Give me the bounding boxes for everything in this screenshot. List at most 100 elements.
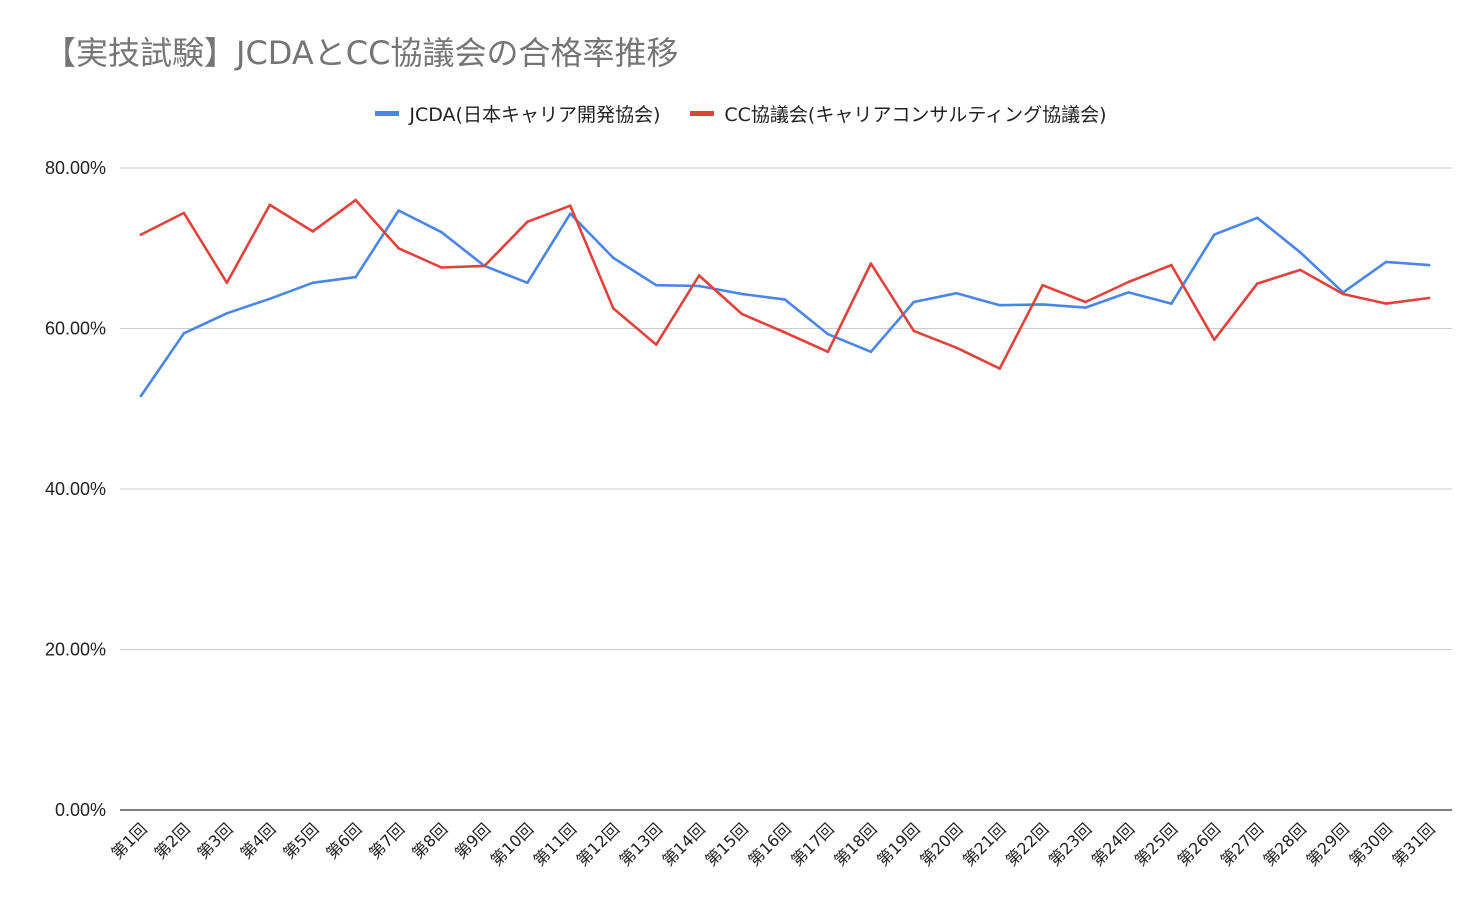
x-tick-label: 第27回 [1217,819,1267,869]
x-tick-label: 第20回 [916,819,966,869]
data-point-cc [697,274,701,277]
x-tick-label: 第31回 [1388,819,1438,869]
x-tick-label: 第21回 [959,819,1009,869]
data-point-jcda [569,212,572,216]
series-layer [139,198,1431,398]
data-point-cc [1341,292,1345,296]
y-tick-label: 80.00% [45,158,106,178]
data-point-cc [783,331,787,334]
data-point-jcda [1384,260,1388,264]
data-point-cc [1427,296,1431,300]
data-point-cc [182,211,186,215]
data-point-jcda [697,284,701,288]
x-tick-label: 第23回 [1045,819,1095,869]
data-point-cc [955,346,959,350]
data-point-jcda [139,394,143,398]
legend-swatch-jcda [375,111,400,116]
x-tick-label: 第16回 [744,819,794,869]
data-point-jcda [1213,233,1216,236]
series-line-jcda [139,209,1431,398]
x-axis: 第1回 第2回 第3回 第4回 第5回 第6回 第7回 第8回 第9回第10回第11回第12回第… [108,819,1439,869]
data-point-jcda [826,332,830,336]
data-point-cc [483,264,486,268]
x-tick-label: 第10回 [487,819,537,869]
data-point-jcda [397,209,400,212]
data-point-cc [826,350,830,354]
legend: JCDA(日本キャリア開発協会) CC協議会(キャリアコンサルティング協議会) [0,100,1482,127]
data-point-cc [569,204,572,208]
legend-label-cc: CC協議会(キャリアコンサルティング協議会) [724,104,1107,126]
data-point-cc [1213,338,1216,342]
x-tick-label: 第11回 [530,819,580,869]
y-tick-label: 0.00% [55,800,106,820]
x-tick-label: 第1回 [108,819,151,862]
data-point-cc [740,312,744,316]
x-tick-label: 第13回 [616,819,666,869]
x-tick-label: 第30回 [1345,819,1395,869]
data-point-jcda [654,283,658,287]
data-point-jcda [783,298,787,301]
x-tick-label: 第25回 [1131,819,1181,869]
y-tick-label: 60.00% [45,319,106,339]
data-point-jcda [268,297,272,301]
y-tick-label: 20.00% [45,640,106,660]
data-point-cc [397,246,400,250]
y-tick-label: 40.00% [45,479,106,499]
data-point-cc [354,198,357,202]
data-point-cc [311,230,315,233]
x-tick-label: 第29回 [1302,819,1352,869]
data-point-cc [268,203,272,207]
x-tick-label: 第2回 [150,819,193,862]
data-point-jcda [1255,216,1259,220]
x-tick-label: 第7回 [365,819,408,862]
grid-layer [120,167,1452,811]
data-point-cc [611,307,615,310]
data-point-cc [998,367,1001,370]
data-point-jcda [311,281,315,285]
x-tick-label: 第4回 [236,819,279,862]
data-point-jcda [912,300,916,304]
x-tick-label: 第17回 [787,819,837,869]
legend-entry-jcda: JCDA(日本キャリア開発協会) [375,100,660,127]
data-point-cc [1384,302,1388,305]
data-point-cc [139,233,143,236]
x-tick-label: 第22回 [1002,819,1052,869]
data-point-cc [1170,263,1173,267]
data-point-cc [912,329,916,333]
data-point-jcda [740,292,744,296]
x-tick-label: 第14回 [658,819,708,869]
data-point-jcda [1427,263,1431,267]
x-tick-label: 第15回 [701,819,751,869]
x-tick-label: 第8回 [408,819,451,862]
data-point-cc [1298,268,1302,272]
legend-swatch-cc [690,111,715,116]
data-point-cc [526,220,529,224]
y-axis: 0.00% 20.00% 40.00% 60.00% 80.00% [45,158,106,820]
data-point-jcda [955,291,959,295]
data-point-cc [1255,282,1259,285]
data-point-jcda [354,275,357,279]
x-tick-label: 第5回 [279,819,322,862]
data-point-jcda [869,350,873,354]
x-tick-label: 第12回 [573,819,623,869]
data-point-cc [225,281,229,285]
legend-label-jcda: JCDA(日本キャリア開発協会) [409,104,661,126]
data-point-cc [654,343,658,346]
data-point-jcda [611,256,615,260]
x-tick-label: 第3回 [193,819,236,862]
x-tick-label: 第24回 [1088,819,1138,869]
data-point-jcda [1170,302,1173,305]
data-point-jcda [1127,291,1130,294]
x-tick-label: 第19回 [873,819,923,869]
data-point-cc [869,262,873,265]
data-point-jcda [1041,303,1044,306]
chart-title: 【実技試験】JCDAとCC協議会の合格率推移 [44,34,679,72]
data-point-cc [1041,283,1044,287]
data-point-jcda [526,281,529,285]
data-point-cc [440,266,443,269]
data-point-jcda [440,230,443,234]
data-point-cc [1127,280,1130,284]
x-tick-label: 第26回 [1174,819,1224,869]
x-tick-label: 第28回 [1260,819,1310,869]
